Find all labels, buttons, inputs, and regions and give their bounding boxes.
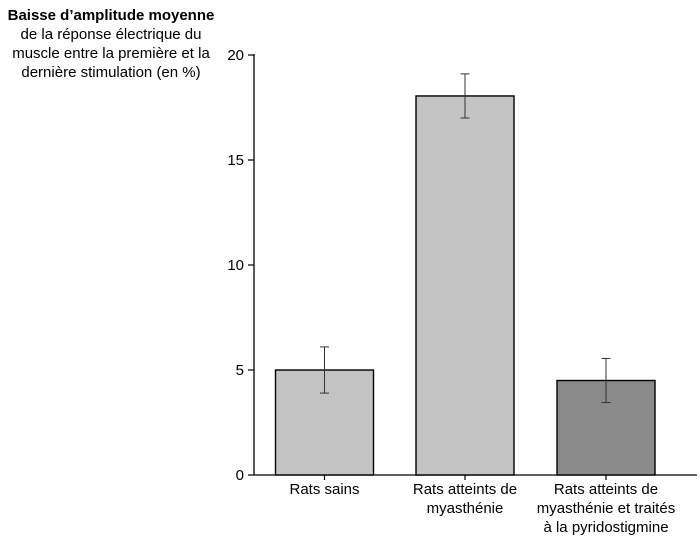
x-category-label-0: Rats sains [289, 481, 360, 498]
y-tick-label-2: 10 [227, 257, 244, 274]
y-axis-label-bold: Baisse d’amplitude moyenne [7, 7, 215, 24]
y-axis-label-rest: de la réponse électrique du muscle entre… [12, 26, 210, 81]
y-axis-label: Baisse d’amplitude moyenne de la réponse… [0, 6, 222, 82]
x-category-label-2: Rats atteints de myasthénie et traités à l… [536, 481, 676, 536]
y-tick-label-4: 20 [227, 47, 244, 64]
bar-1 [415, 95, 515, 476]
y-tick-label-3: 15 [227, 152, 244, 169]
y-tick-label-1: 5 [236, 362, 244, 379]
y-tick-label-0: 0 [236, 467, 244, 484]
x-category-label-1: Rats atteints de myasthénie [412, 481, 518, 517]
